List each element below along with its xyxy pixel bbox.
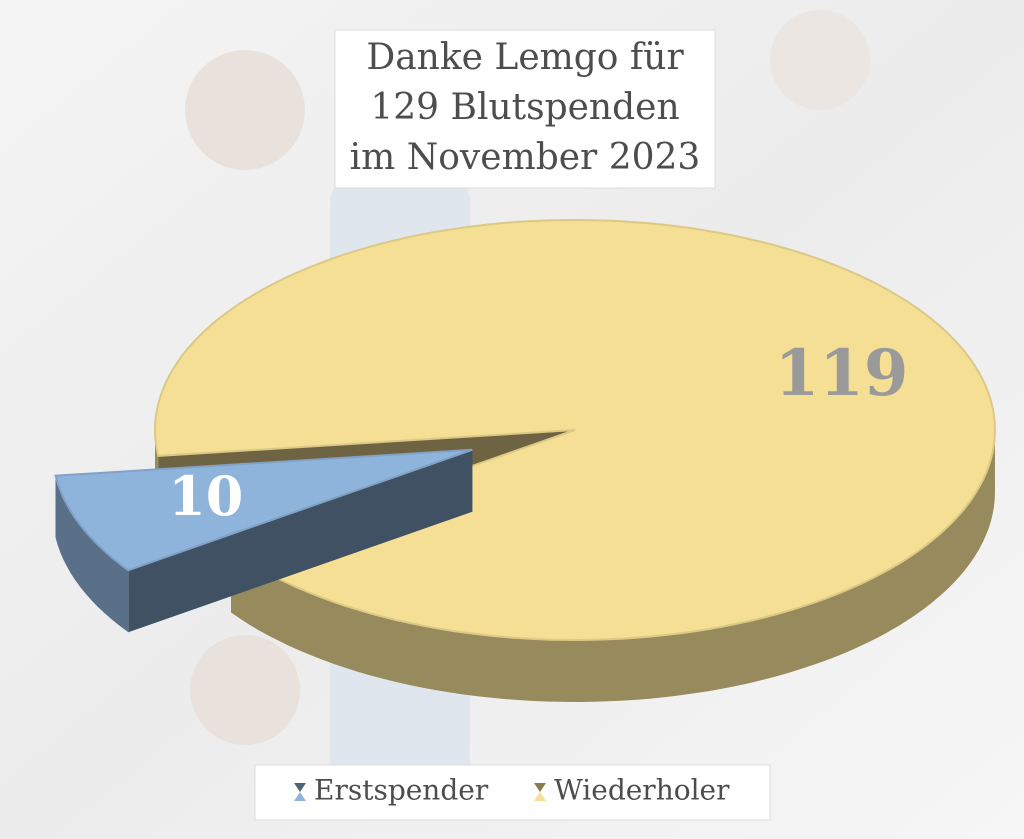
background-shape xyxy=(190,635,300,745)
data-label: 119 xyxy=(775,336,909,411)
slice xyxy=(54,448,473,572)
legend-swatch xyxy=(534,783,546,792)
slice-side xyxy=(55,475,129,633)
legend-label: Erstspender xyxy=(314,774,489,807)
background-shape xyxy=(185,50,305,170)
legend-label: Wiederholer xyxy=(554,774,730,807)
legend-swatch xyxy=(294,792,306,801)
legend-swatch xyxy=(534,792,546,801)
title-line: Danke Lemgo für xyxy=(366,37,684,78)
title-line: 129 Blutspenden xyxy=(370,87,679,128)
legend-swatch xyxy=(294,783,306,792)
pie: 10 119 xyxy=(54,218,997,702)
legend-box xyxy=(254,764,771,821)
title-box xyxy=(334,29,716,189)
background-shape xyxy=(770,10,870,110)
slice-side xyxy=(231,430,995,702)
title: Danke Lemgo für 129 Blutspenden im Novembe… xyxy=(350,37,701,178)
data-label: 10 xyxy=(168,464,243,528)
title-line: im November 2023 xyxy=(350,137,701,178)
legend: Erstspender Wiederholer xyxy=(294,774,730,807)
